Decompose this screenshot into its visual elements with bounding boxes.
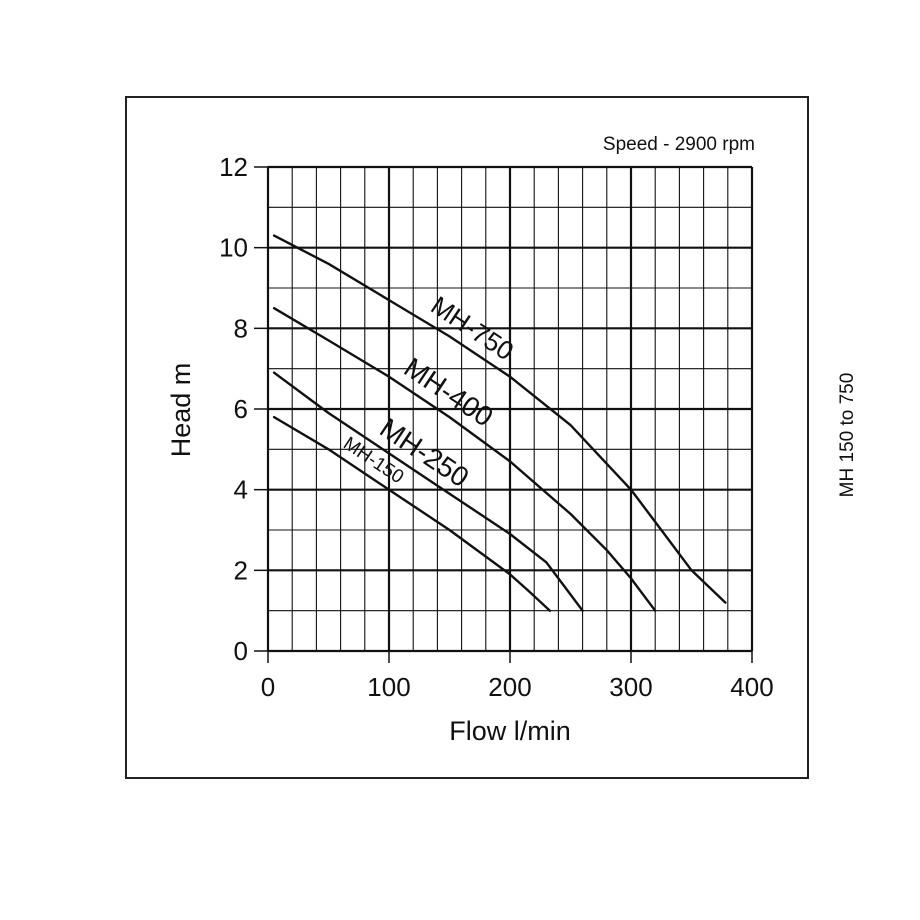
x-tick-label: 0 bbox=[261, 672, 275, 702]
plot-grid bbox=[266, 165, 754, 653]
speed-annotation: Speed - 2900 rpm bbox=[603, 134, 755, 155]
y-tick-label: 4 bbox=[234, 475, 248, 505]
x-tick-label: 300 bbox=[609, 672, 652, 702]
series-line-mh-400 bbox=[272, 307, 657, 612]
series-line-mh-750 bbox=[272, 234, 727, 604]
x-tick-label: 400 bbox=[730, 672, 773, 702]
y-axis-label: Head m bbox=[166, 363, 196, 458]
series-line-mh-250 bbox=[272, 371, 584, 612]
y-tick-label: 10 bbox=[219, 233, 248, 263]
x-axis-label: Flow l/min bbox=[449, 716, 571, 746]
x-tick-label: 200 bbox=[488, 672, 531, 702]
y-tick-label: 0 bbox=[234, 636, 248, 666]
y-tick-label: 6 bbox=[234, 394, 248, 424]
y-tick-label: 12 bbox=[219, 152, 248, 182]
chart-frame bbox=[125, 96, 809, 779]
x-tick-label: 100 bbox=[367, 672, 410, 702]
axis-ticks: 0 2 4 6 8 10 12 0 100 200 300 400 bbox=[219, 152, 774, 702]
series-line-mh-150 bbox=[272, 415, 552, 612]
y-tick-label: 2 bbox=[234, 555, 248, 585]
plot-curves bbox=[272, 234, 727, 612]
side-label: MH 150 to 750 bbox=[837, 373, 858, 498]
y-tick-label: 8 bbox=[234, 313, 248, 343]
